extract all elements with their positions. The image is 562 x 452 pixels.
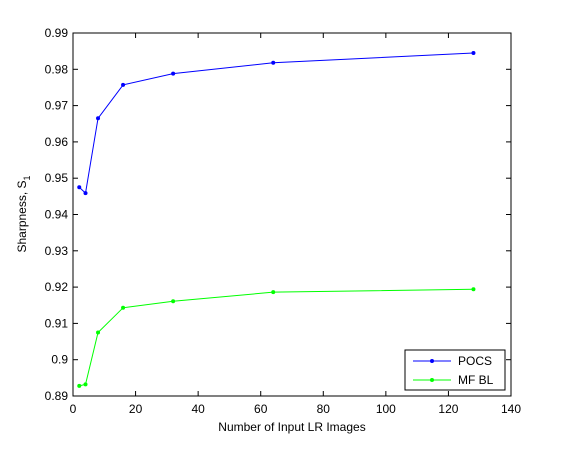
data-point-mf-bl — [96, 330, 101, 335]
data-point-mf-bl — [171, 299, 176, 304]
x-tick-label: 60 — [254, 402, 268, 416]
data-point-pocs — [77, 185, 82, 190]
legend-marker-mfbl — [430, 378, 434, 382]
y-tick-label: 0.92 — [45, 280, 69, 294]
x-tick-label: 20 — [129, 402, 143, 416]
y-tick-label: 0.96 — [45, 135, 69, 149]
x-tick-label: 80 — [317, 402, 331, 416]
legend-label-mfbl: MF BL — [458, 373, 494, 387]
y-axis-label-main: Sharpness, S — [15, 180, 29, 252]
y-tick-label: 0.93 — [45, 244, 69, 258]
data-point-mf-bl — [471, 287, 476, 292]
y-tick-label: 0.89 — [45, 389, 69, 403]
x-tick-label: 140 — [501, 402, 521, 416]
data-point-mf-bl — [83, 382, 88, 387]
y-tick-label: 0.94 — [45, 208, 69, 222]
series-layer — [77, 50, 476, 388]
x-tick-label: 40 — [191, 402, 205, 416]
y-tick-label: 0.97 — [45, 99, 69, 113]
data-point-pocs — [96, 116, 101, 121]
x-axis-label: Number of Input LR Images — [218, 420, 365, 434]
y-axis-label: Sharpness, S1 — [15, 175, 32, 252]
x-tick-label: 0 — [70, 402, 77, 416]
y-axis-label-subscript: 1 — [22, 175, 32, 180]
legend-marker-pocs — [430, 359, 434, 363]
y-tick-label: 0.91 — [45, 316, 69, 330]
y-tick-label: 0.99 — [45, 26, 69, 40]
data-point-pocs — [471, 50, 476, 55]
legend: POCS MF BL — [404, 349, 506, 391]
data-point-pocs — [121, 82, 126, 87]
data-point-pocs — [83, 191, 88, 196]
x-tick-label: 120 — [438, 402, 458, 416]
y-tick-label: 0.98 — [45, 62, 69, 76]
plot-area — [72, 32, 512, 397]
data-point-mf-bl — [77, 383, 82, 388]
x-tick-label: 100 — [376, 402, 396, 416]
data-point-pocs — [271, 60, 276, 65]
data-point-mf-bl — [271, 290, 276, 295]
legend-label-pocs: POCS — [458, 354, 492, 368]
y-tick-label: 0.95 — [45, 171, 69, 185]
y-tick-label: 0.9 — [51, 353, 68, 367]
legend-box — [404, 349, 506, 391]
data-point-mf-bl — [121, 305, 126, 310]
data-point-pocs — [171, 71, 176, 76]
ticks-layer: 0 20 40 60 80 100 120 140 0.89 0.9 0.91 0.92 0.93 0.9… — [45, 26, 522, 416]
